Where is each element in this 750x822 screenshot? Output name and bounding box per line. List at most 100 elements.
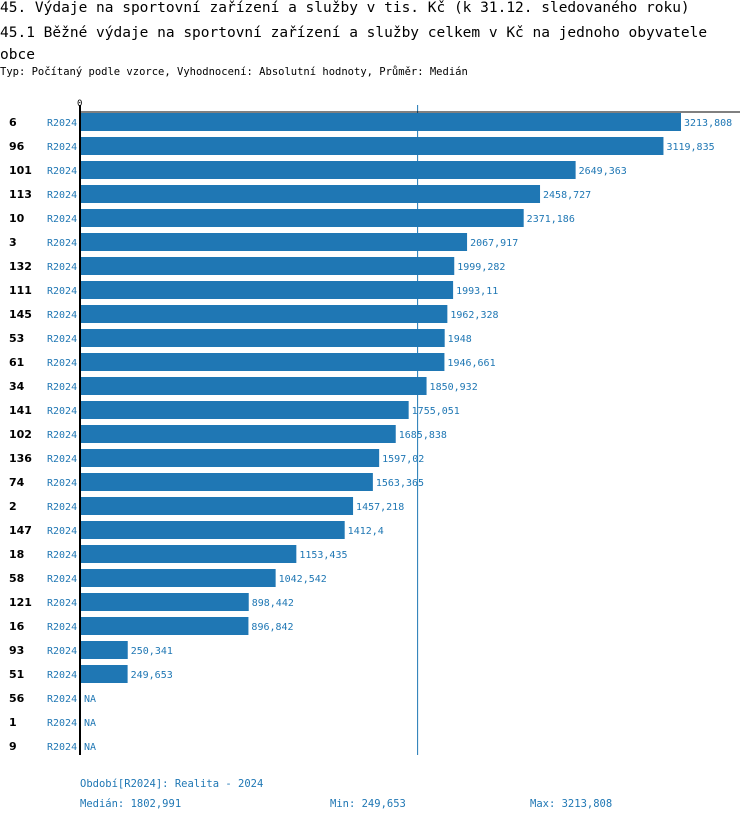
period-label: R2024 — [47, 622, 77, 633]
value-label: NA — [84, 742, 96, 753]
category-label: 2 — [9, 500, 17, 513]
chart-subtitle: 45.1 Běžné výdaje na sportovní zařízení … — [0, 25, 708, 63]
value-label: 2067,917 — [470, 238, 518, 249]
period-label: R2024 — [47, 382, 77, 393]
category-label: 121 — [9, 596, 32, 609]
category-label: 56 — [9, 692, 25, 705]
axis-zero-tick: 0 — [77, 99, 82, 109]
min-stat: Min: 249,653 — [330, 798, 406, 810]
bar — [81, 497, 354, 515]
period-label: R2024 — [47, 406, 77, 417]
category-label: 51 — [9, 668, 24, 681]
period-label: R2024 — [47, 334, 77, 345]
bar — [81, 569, 276, 587]
value-label: 1042,542 — [279, 574, 327, 585]
value-label: 1153,435 — [299, 550, 347, 561]
period-label: R2024 — [47, 310, 77, 321]
value-label: 1962,328 — [450, 310, 498, 321]
category-label: 93 — [9, 644, 24, 657]
period-label: R2024 — [47, 142, 77, 153]
category-label: 111 — [9, 284, 32, 297]
period-label: R2024 — [47, 550, 77, 561]
category-label: 102 — [9, 428, 32, 441]
value-label: 898,442 — [252, 598, 294, 609]
period-label: R2024 — [47, 238, 77, 249]
bar — [81, 137, 664, 155]
value-label: 1597,02 — [382, 454, 424, 465]
value-label: 250,341 — [131, 646, 173, 657]
bar — [81, 161, 576, 179]
value-label: 1850,932 — [430, 382, 478, 393]
bar — [81, 617, 249, 635]
value-label: 1946,661 — [447, 358, 495, 369]
bar — [81, 353, 445, 371]
bar — [81, 377, 427, 395]
chart-title: 45. Výdaje na sportovní zařízení a služb… — [0, 0, 690, 16]
period-label: R2024 — [47, 718, 77, 729]
period-label: R2024 — [47, 214, 77, 225]
period-label: R2024 — [47, 670, 77, 681]
value-label: 1999,282 — [457, 262, 505, 273]
value-label: 249,653 — [131, 670, 173, 681]
value-label: NA — [84, 694, 96, 705]
value-label: 1685,838 — [399, 430, 447, 441]
bar — [81, 257, 455, 275]
type-info: Typ: Počítaný podle vzorce, Vyhodnocení:… — [0, 66, 468, 78]
bar — [81, 593, 249, 611]
category-label: 61 — [9, 356, 24, 369]
period-label: R2024 — [47, 694, 77, 705]
period-label: R2024 — [47, 454, 77, 465]
bar — [81, 401, 409, 419]
period-label: R2024 — [47, 190, 77, 201]
bar — [81, 233, 468, 251]
period-label: R2024 — [47, 118, 77, 129]
category-label: 16 — [9, 620, 25, 633]
period-label: R2024 — [47, 166, 77, 177]
bar — [81, 305, 448, 323]
category-label: 58 — [9, 572, 24, 585]
category-label: 132 — [9, 260, 32, 273]
value-label: 1755,051 — [412, 406, 460, 417]
bar — [81, 113, 681, 131]
bar — [81, 521, 345, 539]
bar — [81, 473, 373, 491]
category-label: 53 — [9, 332, 24, 345]
value-label: 2458,727 — [543, 190, 591, 201]
value-label: 1948 — [448, 334, 472, 345]
category-label: 1 — [9, 716, 17, 729]
median-stat: Medián: 1802,991 — [80, 798, 182, 810]
period-legend: Období[R2024]: Realita - 2024 — [80, 778, 264, 790]
value-label: 1412,4 — [348, 526, 384, 537]
category-label: 101 — [9, 164, 32, 177]
value-label: 1993,11 — [456, 286, 498, 297]
bar — [81, 425, 396, 443]
category-label: 113 — [9, 188, 32, 201]
category-label: 6 — [9, 116, 17, 129]
value-label: 1563,365 — [376, 478, 424, 489]
value-label: NA — [84, 718, 96, 729]
bar — [81, 545, 297, 563]
category-label: 136 — [9, 452, 32, 465]
max-stat: Max: 3213,808 — [530, 798, 613, 810]
period-label: R2024 — [47, 358, 77, 369]
value-label: 2371,186 — [527, 214, 575, 225]
bar — [81, 665, 128, 683]
category-label: 147 — [9, 524, 32, 537]
category-label: 10 — [9, 212, 25, 225]
period-label: R2024 — [47, 262, 77, 273]
period-label: R2024 — [47, 646, 77, 657]
bar — [81, 329, 445, 347]
category-label: 141 — [9, 404, 32, 417]
bar — [81, 209, 524, 227]
period-label: R2024 — [47, 478, 77, 489]
category-label: 145 — [9, 308, 32, 321]
period-label: R2024 — [47, 286, 77, 297]
category-label: 18 — [9, 548, 24, 561]
category-label: 9 — [9, 740, 17, 753]
category-label: 96 — [9, 140, 25, 153]
value-label: 2649,363 — [579, 166, 627, 177]
bar — [81, 449, 380, 467]
value-label: 3119,835 — [666, 142, 714, 153]
period-label: R2024 — [47, 502, 77, 513]
